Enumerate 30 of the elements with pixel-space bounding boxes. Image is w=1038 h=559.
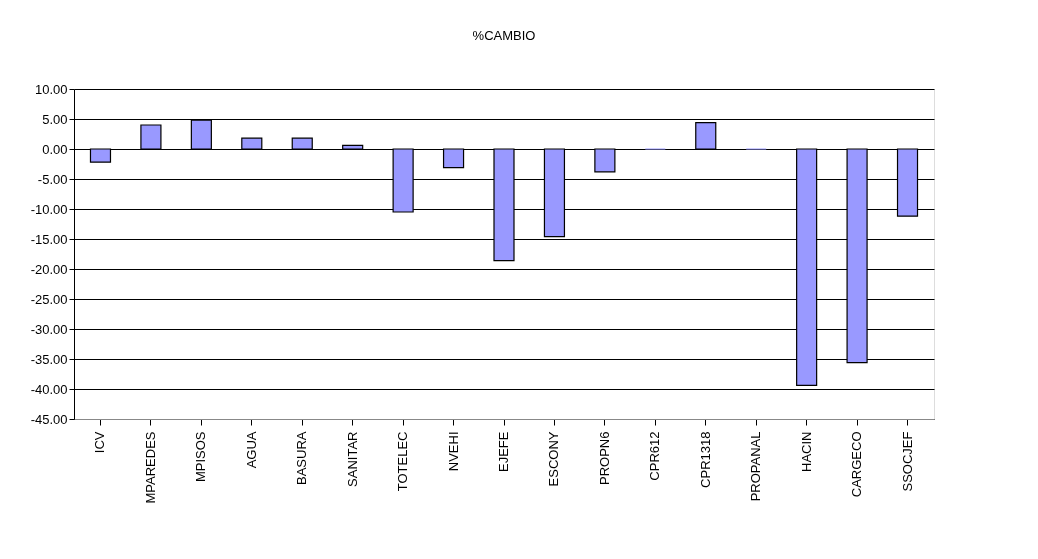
x-tick-label: CPR1318 bbox=[697, 431, 713, 488]
x-tick-label: ICV bbox=[92, 431, 108, 454]
y-tick-label: -15.00 bbox=[30, 231, 68, 247]
x-tick-label: CPR612 bbox=[647, 431, 663, 481]
y-tick-label: 0.00 bbox=[42, 141, 68, 157]
y-tick-label: 5.00 bbox=[42, 111, 68, 127]
x-tick-label: SANITAR bbox=[344, 431, 360, 487]
x-tick-label: TOTELEC bbox=[395, 431, 411, 492]
y-tick-label: -40.00 bbox=[30, 381, 68, 397]
y-tick-label: 10.00 bbox=[34, 81, 68, 97]
y-tick-label: -25.00 bbox=[30, 291, 68, 307]
x-tick-label: CARGECO bbox=[849, 431, 865, 498]
chart-title: %CAMBIO bbox=[472, 28, 536, 43]
x-tick-label: BASURA bbox=[294, 431, 310, 485]
x-tick-label: ESCONY bbox=[546, 431, 562, 487]
y-tick-label: -35.00 bbox=[30, 351, 68, 367]
x-tick-label: MPISOS bbox=[193, 431, 209, 483]
y-tick-label: -10.00 bbox=[30, 201, 68, 217]
x-tick-label: SSOCJEF bbox=[899, 431, 915, 492]
y-tick-label: -45.00 bbox=[30, 411, 68, 427]
x-tick-label: PROPN6 bbox=[596, 431, 612, 485]
x-tick-label: EJEFE bbox=[496, 431, 511, 472]
x-tick-label: MPAREDES bbox=[142, 431, 158, 504]
y-tick-label: -5.00 bbox=[37, 171, 68, 187]
x-tick-label: PROPANAL bbox=[748, 431, 764, 502]
y-tick-label: -20.00 bbox=[30, 261, 68, 277]
x-tick-label: AGUA bbox=[243, 431, 259, 469]
x-tick-label: NVEHI bbox=[445, 431, 461, 472]
y-tick-label: -30.00 bbox=[30, 321, 68, 337]
x-tick-label: HACIN bbox=[798, 431, 814, 472]
